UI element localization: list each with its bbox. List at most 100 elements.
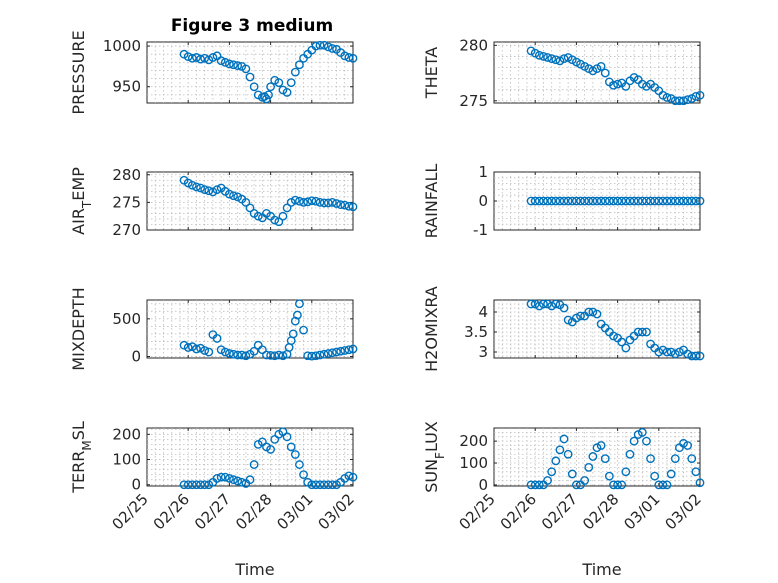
data-point [249, 346, 259, 356]
y-tick-label: 500 [112, 310, 141, 328]
data-point [625, 196, 635, 206]
data-point [336, 200, 346, 209]
data-point [539, 196, 548, 206]
data-point [233, 61, 243, 70]
y-tick-label: 100 [459, 454, 488, 472]
data-point [204, 347, 214, 357]
data-point [278, 211, 288, 221]
y-tick-label: 200 [112, 425, 141, 443]
data-point [666, 347, 676, 357]
data-point [311, 351, 321, 361]
data-point [654, 196, 664, 206]
data-point [233, 476, 243, 486]
data-point [695, 478, 705, 488]
data-point [220, 347, 230, 357]
data-point [584, 462, 594, 472]
plot-area [146, 299, 354, 359]
x-tick-label: 02/27 [191, 490, 234, 533]
data-point [348, 202, 358, 212]
data-point [249, 460, 259, 469]
data-point [543, 299, 552, 309]
data-point [600, 68, 610, 78]
y-axis-label: AIRTEMP [69, 167, 94, 235]
data-point [534, 301, 544, 311]
y-tick-label: 100 [112, 451, 141, 469]
data-point [530, 299, 540, 309]
data-point [572, 196, 581, 206]
data-point [307, 351, 317, 361]
data-point [311, 41, 321, 51]
data-point [539, 52, 548, 61]
data-point [274, 350, 284, 360]
data-point [332, 347, 341, 357]
data-point [526, 196, 536, 206]
data-point [245, 72, 255, 82]
data-point [340, 200, 350, 210]
data-point [526, 480, 536, 490]
data-point [543, 196, 552, 206]
data-point [292, 310, 302, 320]
data-point [621, 81, 631, 91]
data-point [332, 199, 341, 208]
data-point [551, 55, 561, 65]
data-point [315, 480, 325, 490]
data-point [588, 196, 598, 206]
data-point [303, 197, 313, 207]
data-point [530, 480, 540, 490]
data-point [278, 351, 288, 361]
data-point [241, 64, 251, 74]
data-point [555, 445, 565, 455]
y-tick-label: 1000 [103, 37, 141, 55]
data-point [299, 325, 308, 335]
subplot-terr-msl: 0 100 200 TERRMSL 02/2502/2602/2702/2803/010… [69, 421, 358, 579]
data-point [691, 467, 701, 477]
data-point [621, 467, 631, 477]
data-point [295, 299, 304, 309]
x-tick-label: 02/28 [579, 490, 622, 533]
y-axis-label: PRESSURE [69, 30, 88, 114]
data-point [196, 183, 205, 193]
y-tick-label: 1 [478, 163, 488, 181]
data-point [183, 480, 193, 490]
y-axis-label: RAINFALL [422, 164, 441, 239]
data-point [224, 59, 234, 69]
subplot-rainfall: -1 0 1 RAINFALL [422, 163, 705, 239]
y-tick-label: 4 [478, 303, 488, 321]
data-point [295, 196, 304, 206]
data-point [596, 196, 606, 206]
data-point [319, 349, 329, 359]
series-markers [526, 299, 705, 361]
data-point [625, 449, 635, 459]
x-tick-label: 02/26 [150, 490, 193, 533]
data-point [260, 92, 269, 101]
subplot-h2omixra: 3 3.5 4 H2OMIXRA [422, 286, 705, 372]
data-point [551, 456, 561, 466]
data-point [563, 315, 573, 325]
data-point [224, 189, 234, 199]
data-point [290, 316, 300, 326]
data-point [637, 327, 647, 337]
data-point [576, 196, 585, 206]
data-point [572, 480, 581, 490]
data-point [584, 196, 594, 206]
x-tick-label: 03/01 [620, 490, 663, 533]
data-point [344, 471, 354, 481]
data-point [580, 196, 590, 206]
data-point [543, 53, 552, 62]
data-point [670, 454, 680, 464]
data-point [567, 196, 577, 206]
y-tick-label: 200 [459, 432, 488, 450]
data-point [609, 331, 618, 341]
data-point [183, 52, 193, 62]
data-point [288, 329, 298, 339]
data-point [534, 196, 544, 206]
data-point [633, 196, 643, 206]
data-point [200, 53, 210, 63]
data-point [609, 196, 618, 206]
data-point [604, 471, 614, 481]
data-point [658, 196, 668, 206]
data-point [600, 196, 610, 206]
data-point [604, 196, 614, 206]
data-point [237, 477, 247, 487]
